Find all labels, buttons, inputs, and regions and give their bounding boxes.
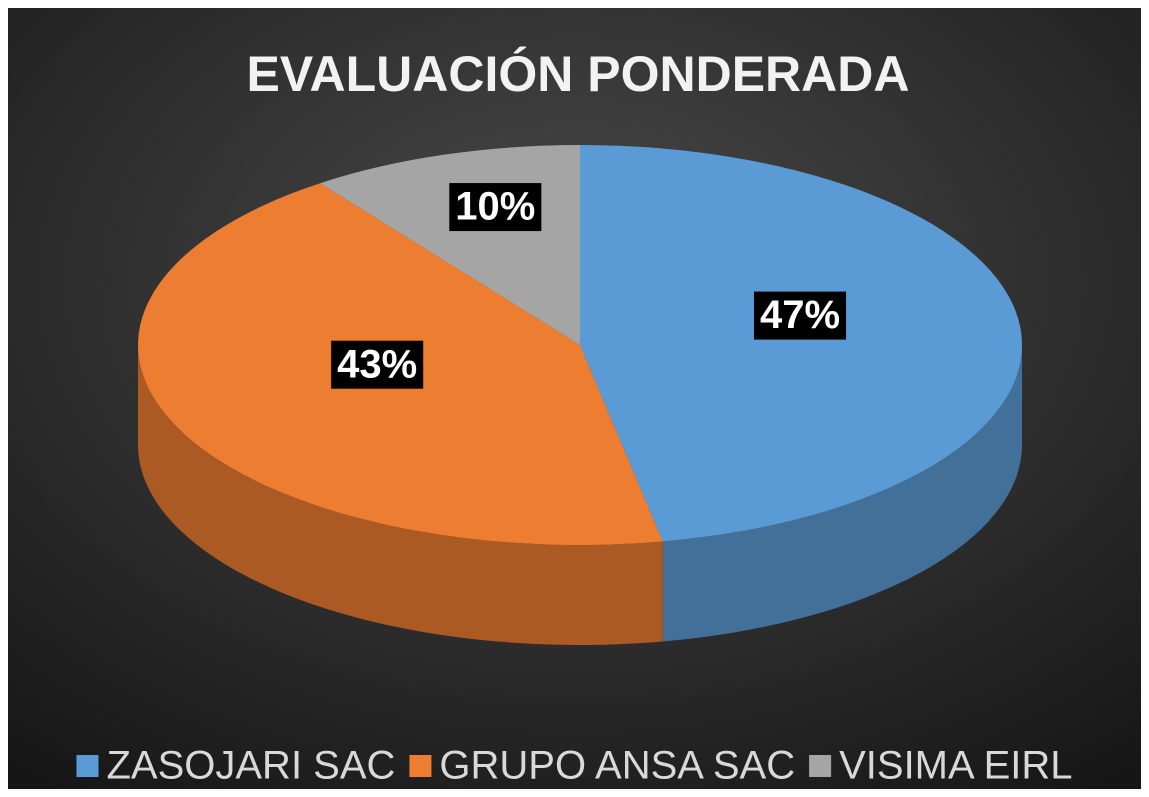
data-label-bg xyxy=(449,183,542,232)
legend-swatch xyxy=(76,755,99,777)
chart-title: EVALUACIÓN PONDERADA xyxy=(247,46,910,102)
legend-label: VISIMA EIRL xyxy=(839,744,1072,788)
legend-swatch xyxy=(809,755,832,777)
pie-slice xyxy=(580,145,1023,542)
legend-label: ZASOJARI SAC xyxy=(106,744,395,788)
slice-side xyxy=(662,345,1022,642)
data-label-bg xyxy=(331,340,424,389)
legend-swatch xyxy=(409,755,432,777)
data-label: 47% xyxy=(760,293,840,337)
data-label: 10% xyxy=(455,185,535,229)
slice-side xyxy=(138,345,663,645)
data-label-bg xyxy=(753,291,847,340)
data-label: 43% xyxy=(337,342,417,386)
legend-label: GRUPO ANSA SAC xyxy=(439,744,795,788)
